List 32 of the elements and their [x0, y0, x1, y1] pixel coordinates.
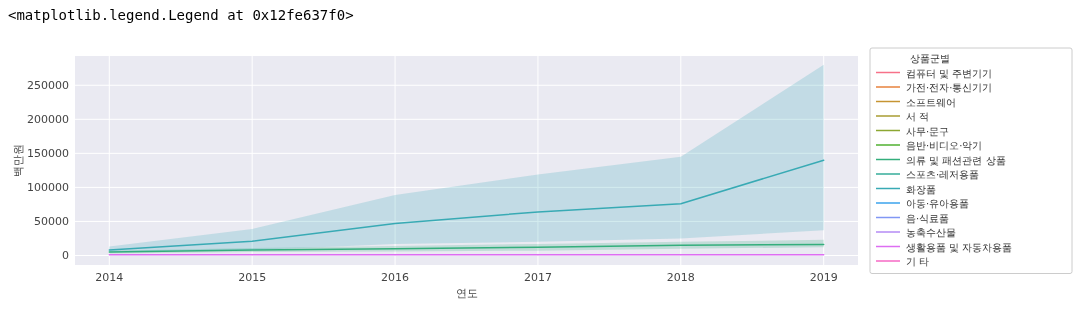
y-tick-label: 0	[62, 249, 69, 263]
legend-label: 소프트웨어	[906, 96, 956, 108]
legend-label: 의류 및 패션관련 상품	[906, 154, 1006, 166]
x-tick-label: 2015	[238, 271, 267, 284]
line-series	[108, 243, 825, 253]
x-tick-label: 2019	[809, 271, 838, 284]
y-tick-label: 200000	[27, 113, 69, 127]
x-tick-label: 2017	[523, 271, 552, 284]
legend-label: 아동·유아용품	[906, 198, 970, 209]
legend-label: 스포츠·레저용품	[906, 169, 980, 180]
legend-label: 사무·문구	[906, 125, 950, 137]
line-series	[108, 159, 825, 251]
text: <matplotlib.legend.Legend at 0x12fe637f0>	[8, 7, 354, 23]
x-tick-label: 2014	[95, 271, 124, 284]
legend-label: 음·식료품	[906, 212, 950, 224]
legend-label: 컴퓨터 및 주변기기	[906, 67, 993, 79]
y-tick-label: 100000	[27, 181, 69, 195]
x-tick-label: 2018	[666, 271, 695, 284]
legend-label: 화장품	[906, 183, 936, 195]
legend-label: 농축수산물	[906, 227, 956, 238]
y-tick-label: 150000	[27, 147, 69, 161]
legend-label: 기 타	[906, 256, 930, 267]
legend-label: 서 적	[906, 111, 930, 122]
x-axis-title: 연도	[455, 287, 478, 300]
y-tick-label: 50000	[34, 215, 69, 229]
legend-label: 가전·전자·통신기기	[906, 82, 993, 93]
legend-label: 생활용품 및 자동차용품	[906, 241, 1013, 253]
x-tick-label: 2016	[381, 271, 410, 284]
y-axis-title: 백만원	[12, 144, 25, 177]
legend-label: 음반·비디오·악기	[906, 140, 983, 151]
y-tick-label: 250000	[27, 79, 69, 93]
legend-title: 상품군별	[910, 53, 950, 64]
